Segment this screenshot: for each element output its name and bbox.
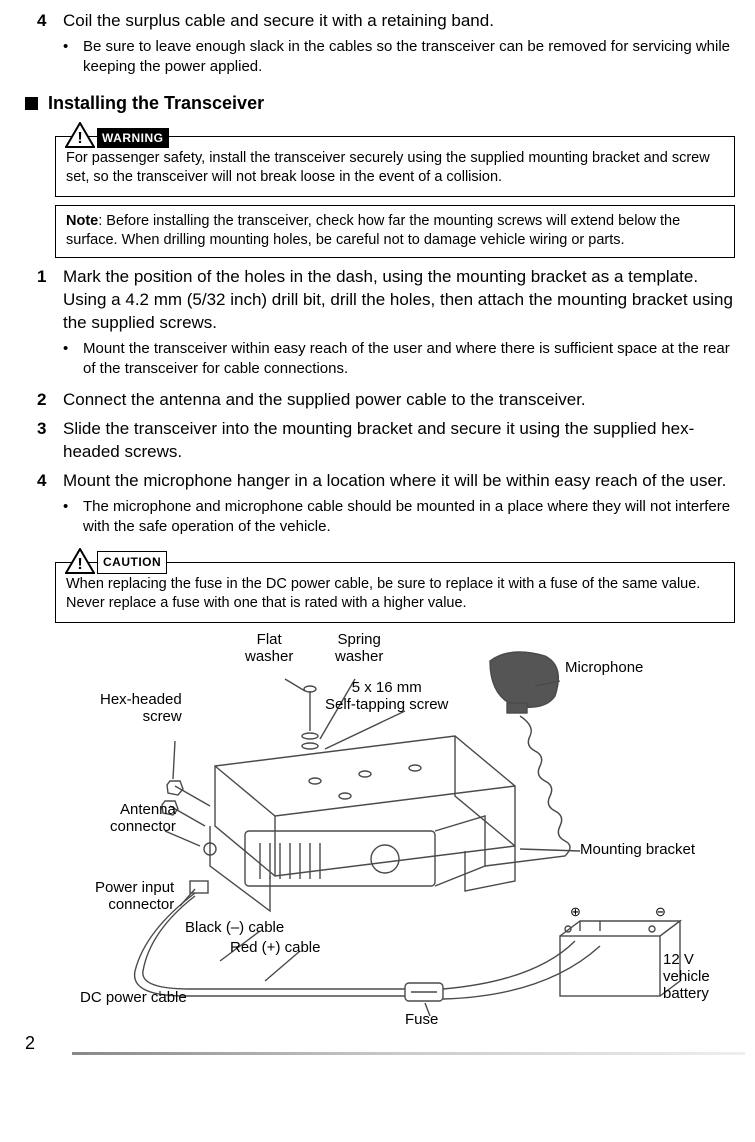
caution-badge: CAUTION xyxy=(97,551,167,573)
step-number: 1 xyxy=(37,266,63,335)
installation-diagram: ⊕ ⊖ Flatwasher Springwasher Microphone H… xyxy=(35,631,735,1031)
note-text: : Before installing the transceiver, che… xyxy=(66,213,680,249)
install-step-1: 1 Mark the position of the holes in the … xyxy=(37,266,745,335)
install-step-4: 4 Mount the microphone hanger in a locat… xyxy=(37,470,745,493)
step-text: Mark the position of the holes in the da… xyxy=(63,266,745,335)
svg-text:!: ! xyxy=(77,556,82,573)
label-spring-washer: Springwasher xyxy=(335,631,383,666)
caution-triangle-icon: ! xyxy=(65,548,95,574)
install-step-1-sub: • Mount the transceiver within easy reac… xyxy=(63,339,745,380)
battery-minus: ⊖ xyxy=(655,904,666,919)
install-step-3: 3 Slide the transceiver into the mountin… xyxy=(37,418,745,464)
bullet-dot: • xyxy=(63,339,83,380)
step-number: 4 xyxy=(37,10,63,33)
step-number: 3 xyxy=(37,418,63,464)
warning-badge: WARNING xyxy=(97,128,169,148)
battery-plus: ⊕ xyxy=(570,904,581,919)
sub-text: Be sure to leave enough slack in the cab… xyxy=(83,37,745,78)
bullet-dot: • xyxy=(63,37,83,78)
warning-triangle-icon: ! xyxy=(65,122,95,148)
install-step-4-sub: • The microphone and microphone cable sh… xyxy=(63,497,745,538)
sub-text: Mount the transceiver within easy reach … xyxy=(83,339,745,380)
step-text: Slide the transceiver into the mounting … xyxy=(63,418,745,464)
label-microphone: Microphone xyxy=(565,659,643,676)
square-bullet-icon xyxy=(25,97,38,110)
label-antenna: Antennaconnector xyxy=(110,801,176,836)
page-number: 2 xyxy=(25,1031,47,1055)
label-flat-washer: Flatwasher xyxy=(245,631,293,666)
warning-text: For passenger safety, install the transc… xyxy=(66,150,710,186)
page-footer: 2 xyxy=(25,1031,745,1055)
label-battery: 12 V vehiclebattery xyxy=(663,951,735,1003)
caution-text: When replacing the fuse in the DC power … xyxy=(66,576,700,612)
label-red-cable: Red (+) cable xyxy=(230,939,320,956)
bullet-dot: • xyxy=(63,497,83,538)
caution-badge-row: ! CAUTION xyxy=(65,548,745,574)
label-black-cable: Black (–) cable xyxy=(185,919,284,936)
label-fuse: Fuse xyxy=(405,1011,438,1028)
svg-text:!: ! xyxy=(77,130,82,147)
label-hex-screw: Hex-headedscrew xyxy=(100,691,182,726)
step-text: Mount the microphone hanger in a locatio… xyxy=(63,470,726,493)
sub-text: The microphone and microphone cable shou… xyxy=(83,497,745,538)
footer-rule xyxy=(72,1052,745,1055)
step-4: 4 Coil the surplus cable and secure it w… xyxy=(37,10,745,33)
note-label: Note xyxy=(66,213,98,229)
step-4-sub: • Be sure to leave enough slack in the c… xyxy=(63,37,745,78)
label-dc-cable: DC power cable xyxy=(80,989,187,1006)
step-number: 4 xyxy=(37,470,63,493)
section-title: Installing the Transceiver xyxy=(48,91,264,115)
note-box: Note: Before installing the transceiver,… xyxy=(55,205,735,258)
section-heading: Installing the Transceiver xyxy=(25,91,745,115)
label-self-tap: 5 x 16 mmSelf-tapping screw xyxy=(325,679,448,714)
label-mounting-bracket: Mounting bracket xyxy=(580,841,695,858)
step-number: 2 xyxy=(37,389,63,412)
step-text: Connect the antenna and the supplied pow… xyxy=(63,389,586,412)
warning-badge-row: ! WARNING xyxy=(65,122,745,148)
install-step-2: 2 Connect the antenna and the supplied p… xyxy=(37,389,745,412)
label-power-input: Power inputconnector xyxy=(95,879,174,914)
step-text: Coil the surplus cable and secure it wit… xyxy=(63,10,494,33)
